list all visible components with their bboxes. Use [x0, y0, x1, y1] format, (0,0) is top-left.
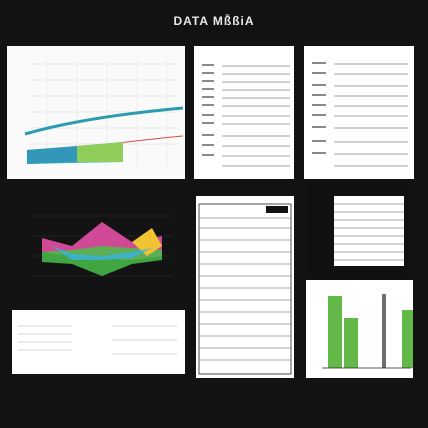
bar-1 [328, 296, 342, 368]
scatter-chart [18, 325, 177, 355]
table-panel-1 [194, 46, 294, 179]
table-grid [202, 64, 290, 167]
line-chart-panel [7, 46, 185, 179]
bar-3 [382, 294, 386, 368]
bar-chart [322, 294, 413, 369]
page-title: DATA Mß̄ßiA [173, 14, 255, 28]
bar-4 [402, 310, 413, 368]
table-panel-3 [196, 196, 294, 378]
bar-2 [344, 318, 358, 368]
area-yellow [132, 228, 162, 256]
dark-area-chart-panel [12, 186, 185, 310]
table-grid [334, 196, 404, 266]
bar-chart-panel [306, 280, 413, 378]
area-chart [32, 215, 172, 277]
dark-table-panel [306, 182, 413, 278]
table-panel-2 [304, 46, 414, 179]
table-grid [312, 62, 408, 167]
line-chart [24, 60, 184, 166]
table-grid [198, 203, 292, 375]
series-teal-line [24, 106, 184, 136]
area-blue [52, 246, 152, 260]
scatter-panel [12, 310, 185, 374]
